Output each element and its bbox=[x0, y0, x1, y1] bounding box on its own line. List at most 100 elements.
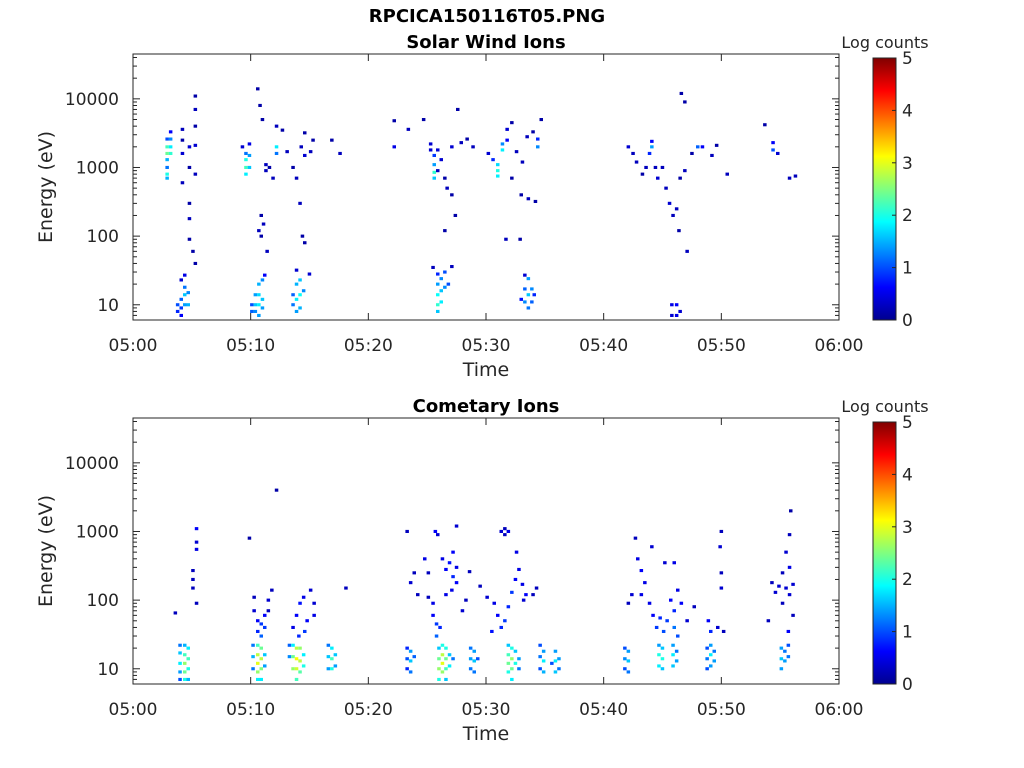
spectrogram-cell bbox=[496, 169, 500, 173]
spectrogram-cell bbox=[299, 145, 303, 149]
spectrogram-cell bbox=[250, 303, 254, 307]
spectrogram-cell bbox=[450, 145, 454, 149]
colorbar-tick-label: 0 bbox=[902, 311, 913, 331]
spectrogram-cell bbox=[526, 277, 531, 281]
spectrogram-cell bbox=[183, 643, 187, 647]
spectrogram-cell bbox=[291, 625, 295, 629]
spectrogram-cell bbox=[256, 619, 260, 623]
spectrogram-cell bbox=[679, 91, 684, 95]
spectrogram-cell bbox=[538, 655, 542, 659]
colorbar-tick-label: 1 bbox=[902, 259, 913, 279]
spectrogram-cell bbox=[526, 293, 531, 297]
colorbar-tick-label: 1 bbox=[902, 623, 913, 643]
spectrogram-cell bbox=[526, 197, 531, 201]
spectrogram-cell bbox=[259, 657, 263, 661]
spectrogram-cell bbox=[392, 145, 396, 149]
spectrogram-cell bbox=[451, 550, 455, 554]
spectrogram-cell bbox=[191, 577, 195, 581]
x-tick-label: 05:10 bbox=[226, 700, 275, 720]
spectrogram-cell bbox=[431, 613, 435, 617]
spectrogram-cell bbox=[434, 634, 439, 638]
spectrogram-cell bbox=[459, 141, 463, 145]
spectrogram-cell bbox=[187, 201, 192, 205]
spectrogram-cell bbox=[186, 667, 190, 671]
spectrogram-cell bbox=[787, 533, 792, 537]
spectrogram-cell bbox=[665, 619, 669, 623]
spectrogram-cell bbox=[657, 643, 661, 647]
spectrogram-cell bbox=[439, 277, 443, 281]
spectrogram-cell bbox=[626, 649, 631, 653]
spectrogram-cell bbox=[553, 649, 558, 653]
spectrogram-cell bbox=[510, 646, 514, 650]
spectrogram-cell bbox=[672, 625, 676, 629]
spectrogram-cell bbox=[670, 303, 674, 307]
spectrogram-cell bbox=[789, 509, 793, 513]
y-tick-label: 10000 bbox=[65, 454, 119, 474]
spectrogram-cell bbox=[285, 150, 289, 154]
spectrogram-cell bbox=[450, 588, 454, 592]
spectrogram-cell bbox=[784, 586, 788, 590]
spectrogram-cell bbox=[709, 629, 713, 633]
spectrogram-cell bbox=[301, 595, 306, 599]
spectrogram-cell bbox=[186, 303, 190, 307]
spectrogram-cell bbox=[178, 661, 182, 665]
spectrogram-cell bbox=[536, 137, 540, 141]
spectrogram-cell bbox=[478, 584, 482, 588]
spectrogram-cell bbox=[660, 165, 665, 169]
x-tick-label: 05:30 bbox=[462, 700, 511, 720]
spectrogram-cell bbox=[531, 593, 535, 597]
figure-title: RPCICA150116T05.PNG bbox=[368, 6, 606, 27]
spectrogram-cell bbox=[258, 103, 262, 107]
spectrogram-cell bbox=[408, 670, 413, 674]
spectrogram-cell bbox=[330, 138, 334, 142]
spectrogram-cell bbox=[247, 165, 252, 169]
spectrogram-cell bbox=[193, 143, 198, 147]
spectrogram-cell bbox=[259, 234, 263, 238]
spectrogram-cell bbox=[333, 653, 338, 657]
spectrogram-cell bbox=[705, 646, 709, 650]
x-tick-label: 05:50 bbox=[697, 336, 746, 356]
spectrogram-cell bbox=[444, 646, 448, 650]
spectrogram-cell bbox=[444, 593, 448, 597]
spectrogram-cell bbox=[784, 550, 788, 554]
spectrogram-cell bbox=[485, 595, 489, 599]
spectrogram-cell bbox=[443, 285, 447, 289]
spectrogram-cell bbox=[692, 605, 696, 609]
spectrogram-cell bbox=[291, 165, 295, 169]
spectrogram-cell bbox=[191, 249, 195, 253]
spectrogram-cell bbox=[175, 303, 180, 307]
spectrogram-cell bbox=[193, 124, 198, 128]
spectrogram-cell bbox=[447, 561, 452, 565]
spectrogram-cell bbox=[444, 667, 448, 671]
spectrogram-cell bbox=[667, 201, 672, 205]
spectrogram-cell bbox=[504, 237, 508, 241]
spectrogram-cell bbox=[186, 657, 190, 661]
spectrogram-cell bbox=[168, 130, 173, 134]
spectrogram-cell bbox=[650, 145, 654, 149]
plot-area bbox=[133, 54, 839, 320]
spectrogram-cell bbox=[787, 176, 792, 180]
spectrogram-cell bbox=[405, 646, 409, 650]
spectrogram-cell bbox=[405, 529, 409, 533]
spectrogram-cell bbox=[266, 609, 271, 613]
colorbar-tick-label: 3 bbox=[902, 518, 913, 538]
spectrogram-cell bbox=[344, 586, 348, 590]
spectrogram-cell bbox=[468, 667, 473, 671]
spectrogram-cell bbox=[683, 169, 687, 173]
spectrogram-cell bbox=[326, 655, 331, 659]
spectrogram-cell bbox=[298, 306, 302, 310]
spectrogram-cell bbox=[263, 625, 267, 629]
spectrogram-cell bbox=[696, 145, 700, 149]
spectrogram-cell bbox=[173, 611, 178, 615]
spectrogram-cell bbox=[514, 150, 519, 154]
spectrogram-cell bbox=[330, 646, 334, 650]
spectrogram-cell bbox=[183, 670, 187, 674]
spectrogram-cell bbox=[451, 657, 455, 661]
spectrogram-cell bbox=[623, 667, 627, 671]
spectrogram-cell bbox=[506, 653, 511, 657]
spectrogram-cell bbox=[506, 670, 511, 674]
spectrogram-cell bbox=[294, 176, 299, 180]
spectrogram-cell bbox=[530, 287, 534, 291]
spectrogram-cell bbox=[439, 289, 443, 293]
spectrogram-cell bbox=[308, 588, 313, 592]
